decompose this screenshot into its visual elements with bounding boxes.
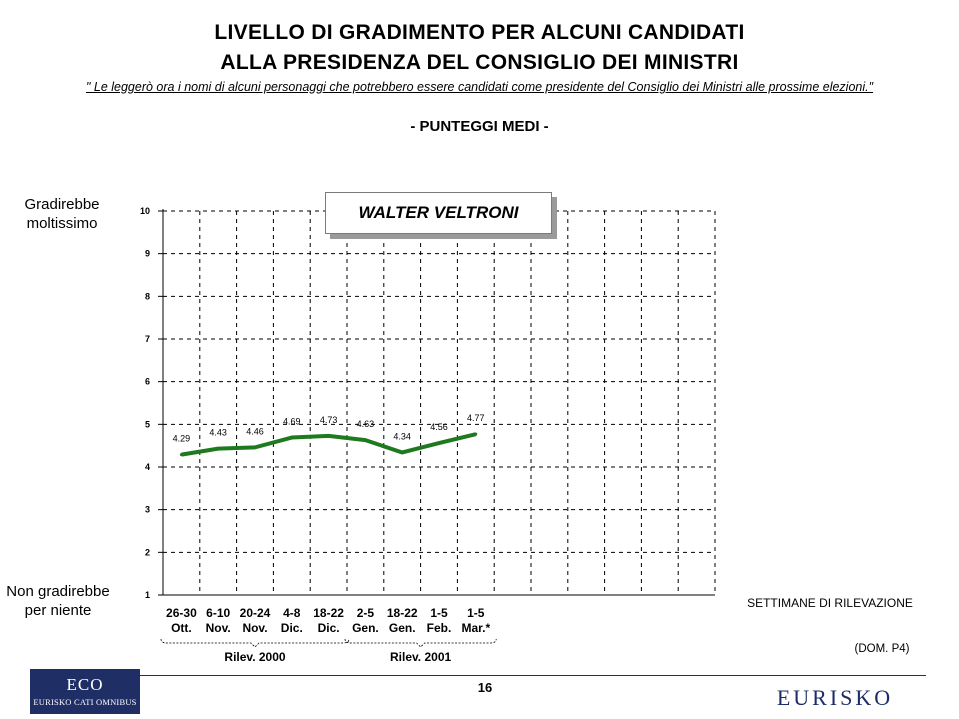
x-tick-label-top: 2-5 (357, 606, 375, 620)
source-note: (DOM. P4) (854, 643, 910, 655)
y-tick-label: 4 (145, 462, 150, 472)
y-tick-label: 8 (145, 291, 150, 301)
x-tick-label-bottom: Nov. (242, 621, 267, 635)
title-line-2: ALLA PRESIDENZA DEL CONSIGLIO DEI MINIST… (220, 51, 739, 74)
y-tick-label: 2 (145, 547, 150, 557)
data-label: 4.34 (393, 431, 411, 441)
question-text: " Le leggerò ora i nomi di alcuni person… (85, 80, 874, 94)
x-tick-label-top: 26-30 (166, 606, 197, 620)
data-point (216, 447, 220, 451)
candidate-box: WALTER VELTRONI (325, 192, 552, 234)
group-bracket (344, 638, 497, 648)
data-point (290, 436, 294, 440)
x-tick-label-top: 6-10 (206, 606, 230, 620)
x-tick-label-bottom: Gen. (389, 621, 416, 635)
eco-logo: ECO EURISKO CATI OMNIBUS (30, 669, 140, 714)
x-tick-label-top: 1-5 (430, 606, 448, 620)
x-tick-label-bottom: Gen. (352, 621, 379, 635)
data-label: 4.43 (209, 428, 227, 438)
x-tick-labels: 26-30Ott.6-10Nov.20-24Nov.4-8Dic.18-22Di… (166, 606, 490, 635)
eco-logo-subtext: EURISKO CATI OMNIBUS (33, 697, 137, 707)
data-label: 4.29 (173, 434, 191, 444)
y-tick-label: 9 (145, 249, 150, 259)
data-label: 4.63 (357, 419, 375, 429)
data-label: 4.69 (283, 417, 301, 427)
group-label: Rilev. 2000 (224, 650, 285, 664)
data-label: 4.46 (246, 426, 264, 436)
group-bracket (160, 638, 350, 648)
y-bottom-label: Non gradirebbe per niente (6, 583, 110, 619)
data-point (400, 450, 404, 454)
x-tick-label-bottom: Mar.* (461, 621, 490, 635)
eurisko-logo: EURISKO (776, 685, 894, 710)
data-label: 4.77 (467, 413, 485, 423)
x-tick-label-top: 1-5 (467, 606, 485, 620)
period-groups: Rilev. 2000 Rilev. 2001 (160, 638, 497, 664)
title-line-1: LIVELLO DI GRADIMENTO PER ALCUNI CANDIDA… (214, 21, 745, 44)
y-tick-label: 10 (140, 206, 150, 216)
y-top-label: Gradirebbe moltissimo (24, 196, 100, 232)
data-point (179, 453, 183, 457)
y-tick-label: 7 (145, 334, 150, 344)
grid (163, 210, 716, 595)
x-tick-label-top: 18-22 (387, 606, 418, 620)
x-tick-label-top: 18-22 (313, 606, 344, 620)
axes (158, 209, 715, 596)
page-number: 16 (477, 680, 493, 695)
x-tick-label-bottom: Ott. (171, 621, 192, 635)
footer-divider (140, 675, 926, 676)
data-point (474, 432, 478, 436)
x-tick-label-top: 4-8 (283, 606, 301, 620)
data-point (437, 441, 441, 445)
x-tick-label-bottom: Dic. (318, 621, 340, 635)
x-tick-label-bottom: Nov. (206, 621, 231, 635)
data-labels: 4.29 4.43 4.46 4.69 4.73 4.63 4.34 4.56 4.77 (173, 413, 485, 443)
data-point (327, 434, 331, 438)
x-tick-label-bottom: Feb. (427, 621, 452, 635)
eco-logo-text: ECO (66, 675, 104, 694)
series-veltroni (179, 432, 478, 457)
y-tick-label: 3 (145, 505, 150, 515)
y-tick-label: 5 (145, 419, 150, 429)
data-point (253, 445, 257, 449)
x-tick-label-top: 20-24 (240, 606, 271, 620)
x-axis-title: SETTIMANE DI RILEVAZIONE (747, 596, 913, 610)
y-tick-labels: 1 2 3 4 5 6 7 8 9 10 (140, 206, 150, 600)
y-tick-label: 6 (145, 377, 150, 387)
group-label: Rilev. 2001 (390, 650, 451, 664)
data-label: 4.56 (430, 422, 448, 432)
data-label: 4.73 (320, 415, 338, 425)
y-tick-label: 1 (145, 590, 150, 600)
chart-subtitle: - PUNTEGGI MEDI - (410, 118, 549, 135)
x-tick-label-bottom: Dic. (281, 621, 303, 635)
candidate-name: WALTER VELTRONI (358, 203, 519, 222)
data-point (363, 438, 367, 442)
